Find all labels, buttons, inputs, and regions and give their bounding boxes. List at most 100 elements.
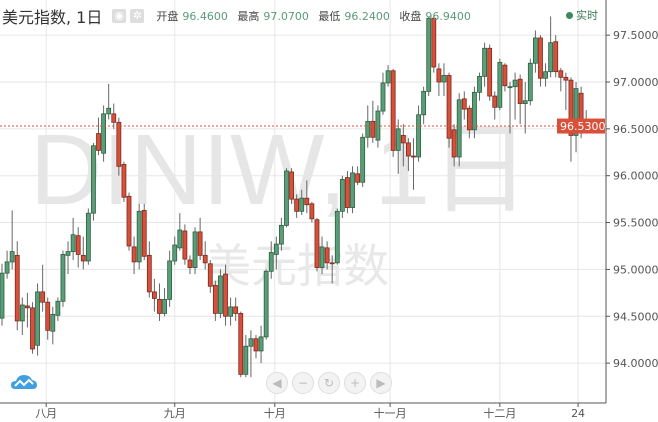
candle-body-up bbox=[380, 82, 386, 112]
candle bbox=[55, 297, 61, 321]
candle bbox=[436, 63, 442, 97]
candle bbox=[411, 138, 416, 190]
candle bbox=[553, 35, 559, 78]
candles bbox=[0, 16, 589, 378]
candle bbox=[334, 208, 340, 265]
candle-body-up bbox=[543, 71, 548, 79]
candle-body-down bbox=[223, 273, 228, 317]
candle-body-down bbox=[14, 254, 20, 322]
candle bbox=[243, 334, 249, 378]
y-tick-label: 97.5000 bbox=[613, 29, 658, 42]
candle-body-up bbox=[512, 79, 518, 88]
candle bbox=[202, 241, 208, 270]
candle bbox=[96, 117, 101, 156]
candle-body-down bbox=[24, 305, 30, 309]
candle-body-up bbox=[395, 128, 401, 151]
candle-body-down bbox=[45, 301, 51, 331]
candle-body-down bbox=[538, 37, 543, 79]
zoom-in-button[interactable]: + bbox=[344, 372, 366, 394]
candle-body-up bbox=[426, 17, 432, 92]
candle bbox=[136, 203, 142, 270]
candle bbox=[380, 72, 386, 115]
x-tick-label: 24 bbox=[571, 407, 585, 420]
candle bbox=[400, 124, 406, 167]
grid bbox=[0, 0, 606, 403]
candle bbox=[451, 124, 457, 167]
candle bbox=[30, 302, 35, 354]
low-value: 96.2400 bbox=[344, 10, 390, 23]
candle-body-up bbox=[70, 234, 76, 252]
candle bbox=[248, 330, 254, 378]
candle bbox=[187, 255, 193, 275]
candle-body-up bbox=[162, 298, 167, 314]
candle-body-down bbox=[324, 247, 330, 264]
candle bbox=[558, 67, 564, 92]
y-tick-label: 96.0000 bbox=[613, 170, 658, 183]
candle bbox=[314, 217, 320, 272]
candle bbox=[167, 250, 173, 307]
candle bbox=[131, 236, 137, 275]
candle-body-down bbox=[355, 173, 361, 183]
zoom-out-button[interactable]: − bbox=[292, 372, 314, 394]
candle-body-up bbox=[472, 91, 477, 131]
ohlc-info: 开盘 96.4600 最高 97.0700 最低 96.2400 收盘 96.9400 bbox=[156, 8, 477, 24]
candle bbox=[91, 142, 96, 221]
candle bbox=[75, 227, 81, 268]
scroll-left-button[interactable]: ◀ bbox=[266, 372, 288, 394]
candle-body-up bbox=[60, 254, 66, 302]
x-tick-label: 十月 bbox=[264, 406, 286, 420]
x-tick-label: 九月 bbox=[164, 407, 186, 420]
candle-body-up bbox=[65, 251, 71, 256]
candle bbox=[35, 283, 40, 356]
candle-body-down bbox=[431, 17, 437, 68]
candle-body-up bbox=[421, 90, 427, 116]
chart-title: 美元指数, 1日 bbox=[2, 8, 103, 27]
candle bbox=[212, 280, 218, 321]
candle-body-up bbox=[192, 231, 198, 268]
candle bbox=[223, 264, 228, 326]
candle-body-up bbox=[477, 75, 482, 93]
candle bbox=[192, 227, 198, 275]
candle bbox=[431, 16, 437, 73]
candle-body-up bbox=[19, 304, 25, 322]
candle-body-down bbox=[187, 259, 193, 268]
last-price-box bbox=[557, 118, 605, 134]
candle-body-up bbox=[334, 210, 340, 264]
candle-body-down bbox=[157, 298, 162, 314]
candle-body-down bbox=[563, 76, 569, 81]
candle bbox=[65, 241, 71, 275]
live-button[interactable]: 实时 bbox=[566, 7, 598, 23]
candle bbox=[319, 236, 325, 275]
eye-icon[interactable]: ◉ bbox=[112, 9, 127, 23]
candle-body-down bbox=[436, 68, 442, 83]
candle-body-up bbox=[167, 260, 173, 300]
candle-body-up bbox=[350, 172, 355, 208]
candle-body-up bbox=[4, 261, 10, 274]
candle bbox=[345, 171, 350, 214]
candle bbox=[45, 297, 51, 340]
candle bbox=[126, 192, 132, 251]
scroll-right-button[interactable]: ▶ bbox=[370, 372, 392, 394]
candle-body-up bbox=[91, 145, 96, 214]
candle bbox=[0, 263, 5, 326]
candle bbox=[24, 292, 30, 328]
candle-body-down bbox=[466, 107, 472, 131]
candle bbox=[517, 74, 523, 125]
candle-body-down bbox=[116, 121, 122, 167]
cloud-logo-icon bbox=[11, 374, 37, 394]
candle bbox=[350, 166, 355, 214]
candle bbox=[19, 297, 25, 335]
candle bbox=[533, 30, 538, 73]
candle-body-up bbox=[441, 75, 447, 83]
chart-navigation: ◀ − ↻ + ▶ bbox=[266, 372, 392, 394]
y-ticks: 94.0000 94.5000 95.0000 95.5000 96.0000 96.50… bbox=[606, 29, 658, 370]
reset-button[interactable]: ↻ bbox=[318, 372, 340, 394]
candle bbox=[278, 217, 284, 251]
gear-icon[interactable]: ✲ bbox=[130, 9, 145, 23]
candle-body-down bbox=[309, 203, 315, 220]
candle-body-down bbox=[502, 64, 508, 87]
candle bbox=[456, 93, 462, 167]
candle bbox=[172, 236, 178, 265]
candle-body-down bbox=[578, 92, 584, 121]
